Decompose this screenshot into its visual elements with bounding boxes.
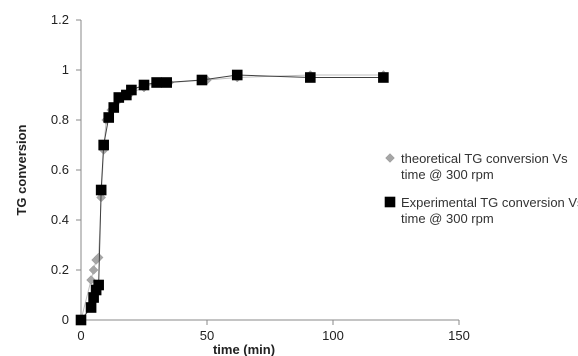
- legend-label: Experimental TG conversion Vs time @ 300 …: [401, 195, 578, 226]
- data-point: [98, 139, 109, 151]
- legend-item: theoretical TG conversion Vs time @ 300 r…: [385, 151, 568, 182]
- y-tick-label: 1.2: [51, 12, 69, 27]
- legend-item: Experimental TG conversion Vs time @ 300 …: [384, 195, 578, 226]
- y-tick-label: 0.2: [51, 262, 69, 277]
- data-point: [85, 302, 97, 313]
- data-point: [103, 112, 115, 123]
- y-tick-label: 0.4: [51, 212, 69, 227]
- y-tick-label: 0.8: [51, 112, 69, 127]
- legend: theoretical TG conversion Vs time @ 300 r…: [384, 151, 578, 226]
- x-axis-title: time (min): [213, 342, 275, 356]
- data-point: [88, 265, 99, 275]
- x-tick-label: 100: [322, 328, 344, 343]
- data-point: [93, 279, 104, 291]
- data-point: [231, 69, 243, 81]
- data-point: [95, 184, 107, 196]
- data-point: [86, 275, 96, 285]
- y-tick-label: 0: [62, 312, 69, 327]
- x-tick-label: 150: [448, 328, 470, 343]
- data-point: [305, 72, 316, 83]
- plot-series: [75, 69, 389, 326]
- data-point: [138, 79, 150, 91]
- series-experimental: [75, 69, 389, 326]
- series-line: [80, 74, 384, 321]
- data-point: [161, 77, 172, 88]
- data-point: [75, 314, 87, 326]
- series-theoretical: [76, 70, 389, 325]
- legend-label: theoretical TG conversion Vs time @ 300 r…: [401, 151, 568, 182]
- data-point: [378, 72, 389, 83]
- x-tick-label: 0: [77, 328, 84, 343]
- y-axis-title: TG conversion: [14, 124, 29, 215]
- x-tick-label: 50: [200, 328, 214, 343]
- data-point: [151, 77, 162, 88]
- y-tick-label: 1: [62, 62, 69, 77]
- legend-diamond-marker: [385, 153, 395, 163]
- axes: 0 0.2 0.4 0.6 0.8 1 1.2 0 50 100 150: [51, 12, 470, 343]
- data-point: [93, 252, 104, 263]
- series-line: [80, 74, 384, 321]
- data-point: [196, 74, 208, 86]
- data-point: [108, 102, 120, 113]
- data-point: [126, 84, 137, 96]
- legend-square-marker: [384, 196, 396, 208]
- y-tick-label: 0.6: [51, 162, 69, 177]
